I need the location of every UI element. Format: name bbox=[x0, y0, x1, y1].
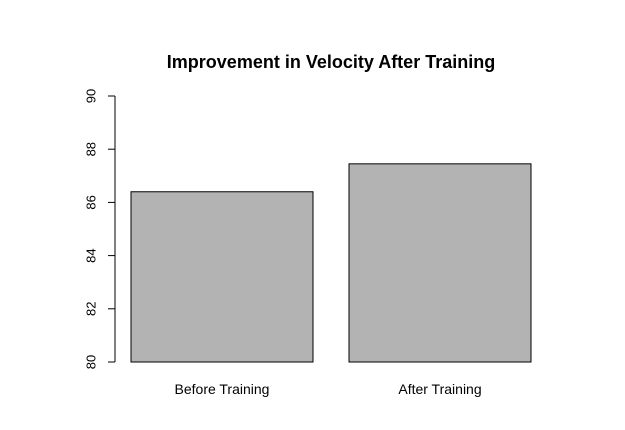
y-tick-label: 84 bbox=[84, 248, 99, 262]
x-category-label: Before Training bbox=[175, 381, 270, 397]
bar-0 bbox=[130, 191, 314, 363]
x-axis-labels: Before Training After Training bbox=[175, 381, 482, 397]
y-tick-label: 80 bbox=[84, 355, 99, 369]
x-category-label: After Training bbox=[398, 381, 481, 397]
y-tick-label: 90 bbox=[84, 89, 99, 103]
bars bbox=[130, 163, 532, 363]
chart-title: Improvement in Velocity After Training bbox=[167, 52, 495, 72]
y-tick-label: 82 bbox=[84, 302, 99, 316]
y-tick-label: 86 bbox=[84, 195, 99, 209]
y-axis-ticks: 80 82 84 86 88 90 bbox=[84, 89, 115, 369]
bar-1 bbox=[348, 163, 532, 363]
y-tick-label: 88 bbox=[84, 142, 99, 156]
